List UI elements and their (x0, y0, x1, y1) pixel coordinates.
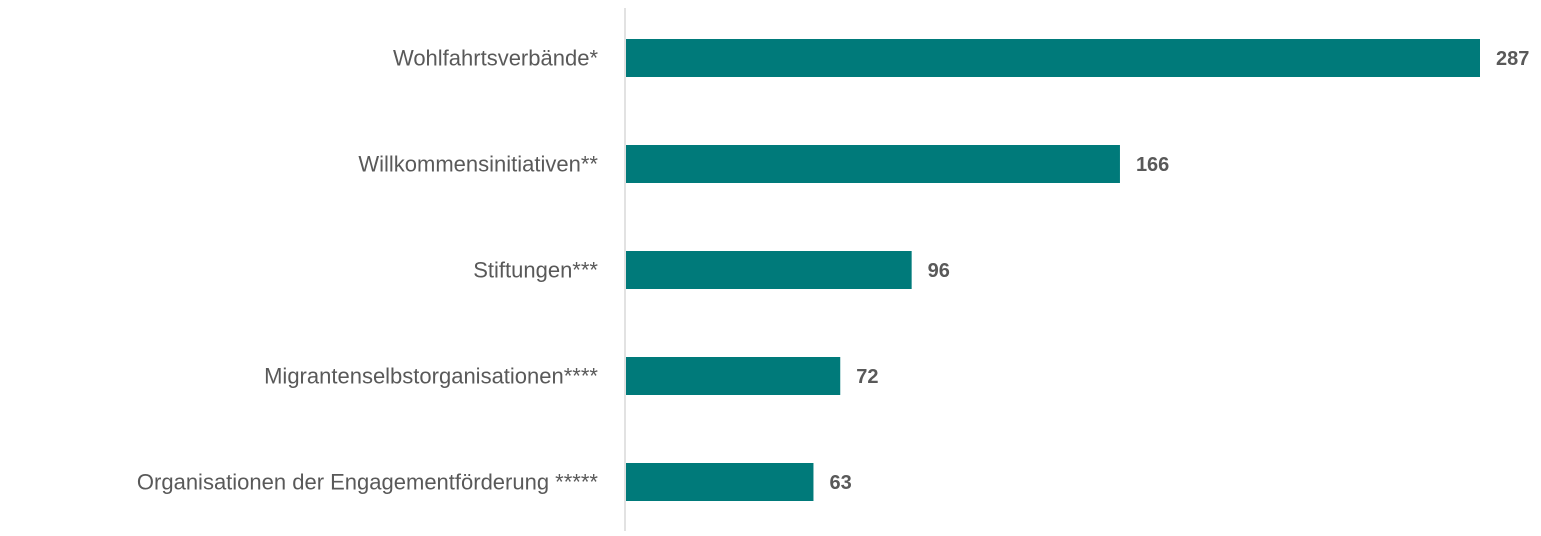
bar-4 (626, 463, 814, 501)
bar-3 (626, 357, 841, 395)
value-label-1: 166 (1136, 154, 1169, 176)
bar-1 (626, 145, 1120, 183)
category-label-3: Migrantenselbstorganisationen**** (264, 364, 598, 389)
value-label-2: 96 (928, 260, 950, 282)
category-label-0: Wohlfahrtsverbände* (393, 46, 598, 71)
bar-0 (626, 39, 1480, 77)
labels-layer: Wohlfahrtsverbände* 287 Willkommensinitiat… (137, 46, 1529, 495)
category-label-2: Stiftungen*** (473, 258, 598, 283)
value-label-3: 72 (856, 366, 878, 388)
value-label-0: 287 (1496, 48, 1529, 70)
category-label-1: Willkommensinitiativen** (358, 152, 598, 177)
value-label-4: 63 (829, 472, 851, 494)
bar-2 (626, 251, 912, 289)
category-label-4: Organisationen der Engagementförderung *… (137, 470, 599, 495)
bars-layer (626, 39, 1480, 501)
